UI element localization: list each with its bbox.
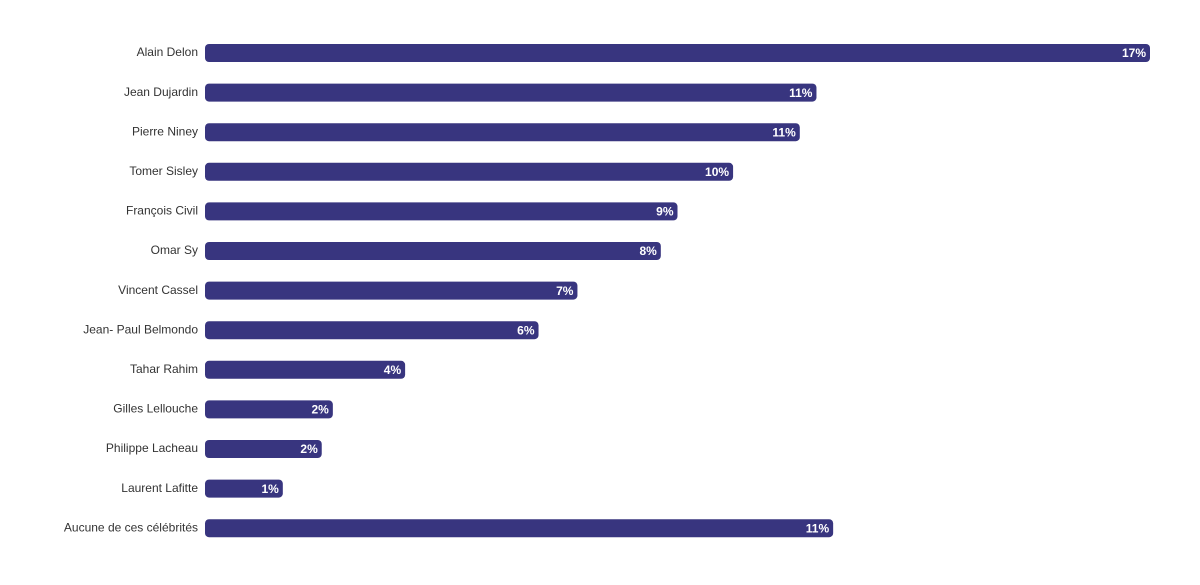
value-label: 11%: [789, 86, 813, 100]
category-label: Tahar Rahim: [130, 362, 198, 376]
category-label: Vincent Cassel: [118, 283, 198, 297]
category-label: Omar Sy: [151, 243, 198, 257]
value-label: 6%: [517, 323, 535, 337]
category-label: Tomer Sisley: [129, 164, 198, 178]
value-label: 11%: [772, 125, 796, 139]
category-label: Pierre Niney: [132, 124, 198, 138]
value-label: 10%: [705, 165, 729, 179]
bar: [205, 242, 661, 260]
bar: [205, 123, 800, 142]
category-label: Jean- Paul Belmondo: [83, 322, 198, 336]
bar: [205, 44, 1150, 62]
category-label: François Civil: [126, 204, 198, 218]
value-label: 1%: [261, 482, 279, 496]
value-label: 9%: [656, 205, 674, 219]
bar: [205, 360, 406, 379]
value-label: 2%: [312, 403, 330, 417]
category-label: Laurent Lafitte: [121, 481, 198, 495]
bar: [205, 479, 283, 498]
value-label: 17%: [1122, 46, 1146, 60]
bar: [205, 162, 734, 181]
bar: [205, 519, 834, 538]
category-label: Aucune de ces célébrités: [64, 520, 198, 534]
category-label: Alain Delon: [137, 45, 198, 59]
bar: [205, 440, 322, 458]
value-label: 4%: [384, 363, 402, 377]
bar: [205, 321, 539, 340]
category-label: Jean Dujardin: [124, 85, 198, 99]
bar: [205, 281, 578, 300]
value-label: 2%: [300, 442, 318, 456]
value-label: 8%: [639, 244, 657, 258]
value-label: 11%: [806, 521, 830, 535]
bar: [205, 400, 333, 419]
bar: [205, 83, 817, 102]
category-label: Gilles Lellouche: [113, 402, 198, 416]
value-label: 7%: [556, 284, 574, 298]
category-label: Philippe Lacheau: [106, 441, 198, 455]
bar: [205, 202, 678, 221]
